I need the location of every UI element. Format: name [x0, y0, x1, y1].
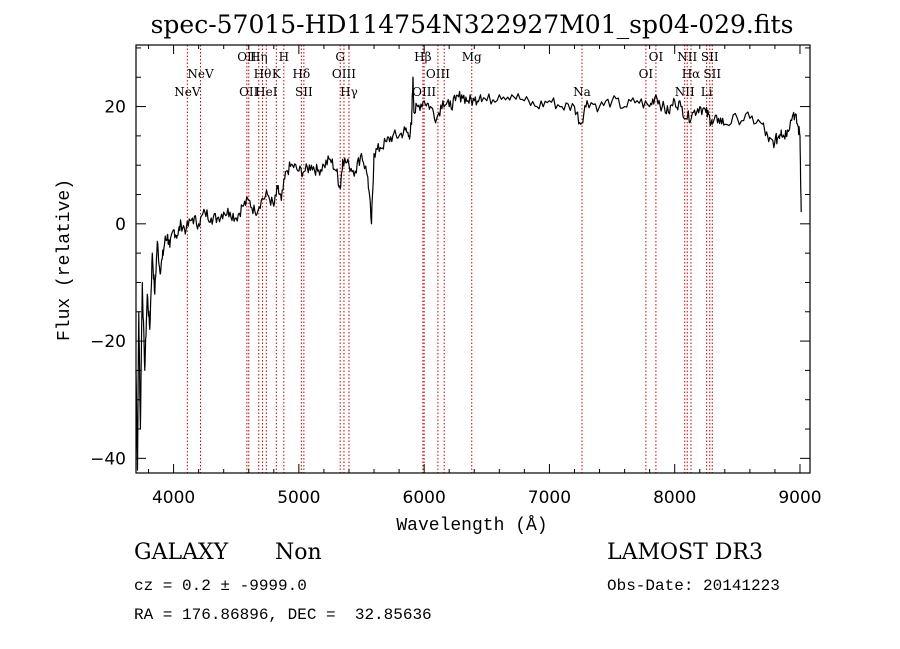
x-tick-label: 6000 — [403, 488, 446, 508]
spectrum-line — [135, 76, 802, 471]
line-label: OIII — [426, 67, 450, 81]
y-axis-ticks: −40 −20 0 20 — [90, 47, 810, 469]
x-axis-ticks: 4000 5000 6000 7000 8000 9000 — [148, 45, 822, 508]
line-label: OI — [639, 67, 654, 81]
line-label: Hθ — [254, 67, 272, 81]
x-tick-label: 9000 — [778, 488, 821, 508]
chart-title: spec-57015-HD114754N322927M01_sp04-029.f… — [151, 10, 794, 39]
line-label: G — [335, 50, 345, 64]
x-axis-label: Wavelength (Å) — [396, 515, 547, 536]
line-label: NII — [675, 85, 695, 99]
line-label: H — [279, 50, 289, 64]
survey-name: LAMOST DR3 — [607, 540, 763, 565]
x-tick-label: 4000 — [152, 488, 195, 508]
line-label: SII — [295, 85, 313, 99]
line-label: NeV — [187, 67, 214, 81]
line-label: Hα — [682, 67, 701, 81]
line-label: NII — [677, 50, 697, 64]
line-label: OII — [237, 50, 257, 64]
line-label: OII — [239, 85, 259, 99]
redshift-cz: cz = 0.2 ± -9999.0 — [134, 577, 307, 595]
line-label: OIII — [412, 85, 436, 99]
object-subclass: Non — [275, 540, 322, 565]
obs-date: Obs-Date: 20141223 — [607, 577, 780, 595]
y-tick-label: 0 — [115, 215, 126, 235]
line-label: Li — [701, 85, 713, 99]
x-tick-label: 8000 — [653, 488, 696, 508]
line-labels: NeVNeVOIIOIIHηHθHeIKHHδSIIGOIIIHγHβOIIIO… — [174, 50, 721, 99]
object-class: GALAXY — [134, 540, 229, 565]
y-axis-label: Flux (relative) — [55, 179, 75, 341]
line-label: NeV — [174, 85, 201, 99]
ra-dec-coords: RA = 176.86896, DEC = 32.85636 — [134, 606, 432, 624]
y-tick-label: 20 — [104, 98, 126, 118]
line-label: SII — [701, 50, 719, 64]
line-label: Hγ — [340, 85, 358, 99]
line-label: Hβ — [414, 50, 431, 64]
plot-frame — [135, 44, 811, 474]
line-label: K — [272, 67, 282, 81]
x-tick-label: 7000 — [528, 488, 571, 508]
line-markers — [186, 45, 713, 473]
line-label: HeI — [255, 85, 278, 99]
y-tick-label: −40 — [90, 449, 126, 469]
line-label: OI — [649, 50, 664, 64]
line-label: SII — [703, 67, 721, 81]
x-tick-label: 5000 — [277, 488, 320, 508]
line-label: OIII — [332, 67, 356, 81]
y-tick-label: −20 — [90, 332, 126, 352]
line-label: Mg — [462, 50, 482, 64]
line-label: Hδ — [293, 67, 311, 81]
line-label: Hη — [250, 50, 268, 64]
line-label: Na — [573, 85, 591, 99]
